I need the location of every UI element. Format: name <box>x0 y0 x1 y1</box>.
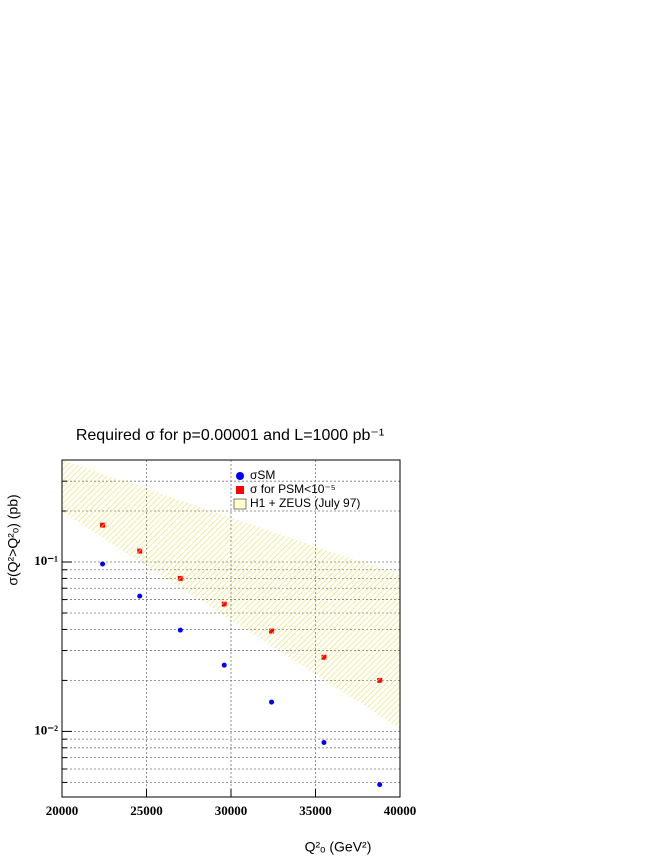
point <box>321 739 327 745</box>
x-tick-label: 20000 <box>46 803 79 818</box>
point <box>221 662 227 668</box>
legend-label: σSM <box>250 468 275 482</box>
legend-marker <box>233 498 247 510</box>
y-tick-label: 10⁻¹ <box>34 553 58 568</box>
plot-frame <box>61 459 401 798</box>
x-tick-label: 35000 <box>299 803 332 818</box>
point <box>100 561 106 567</box>
x-axis-label: Q²ₒ (GeV²) <box>305 839 372 855</box>
band <box>62 460 400 729</box>
plot-area: 20000 25000 30000 35000 40000 10⁻² 10⁻¹ <box>34 459 417 818</box>
y-tick-label: 10⁻² <box>34 722 58 737</box>
legend-label: σ for PSM<10⁻⁵ <box>250 482 336 496</box>
point <box>269 699 275 705</box>
legend-label: H1 + ZEUS (July 97) <box>250 496 360 510</box>
legend-marker <box>236 486 244 494</box>
point <box>377 782 383 788</box>
chart-title: Required σ for p=0.00001 and L=1000 pb⁻¹ <box>76 427 384 444</box>
point <box>137 593 143 599</box>
point <box>177 627 183 633</box>
x-tick-label: 25000 <box>130 803 163 818</box>
x-tick-label: 30000 <box>215 803 248 818</box>
legend-marker <box>236 472 244 480</box>
x-tick-label: 40000 <box>384 803 417 818</box>
y-axis-label: σ(Q²>Q²ₒ) (pb) <box>5 494 21 585</box>
